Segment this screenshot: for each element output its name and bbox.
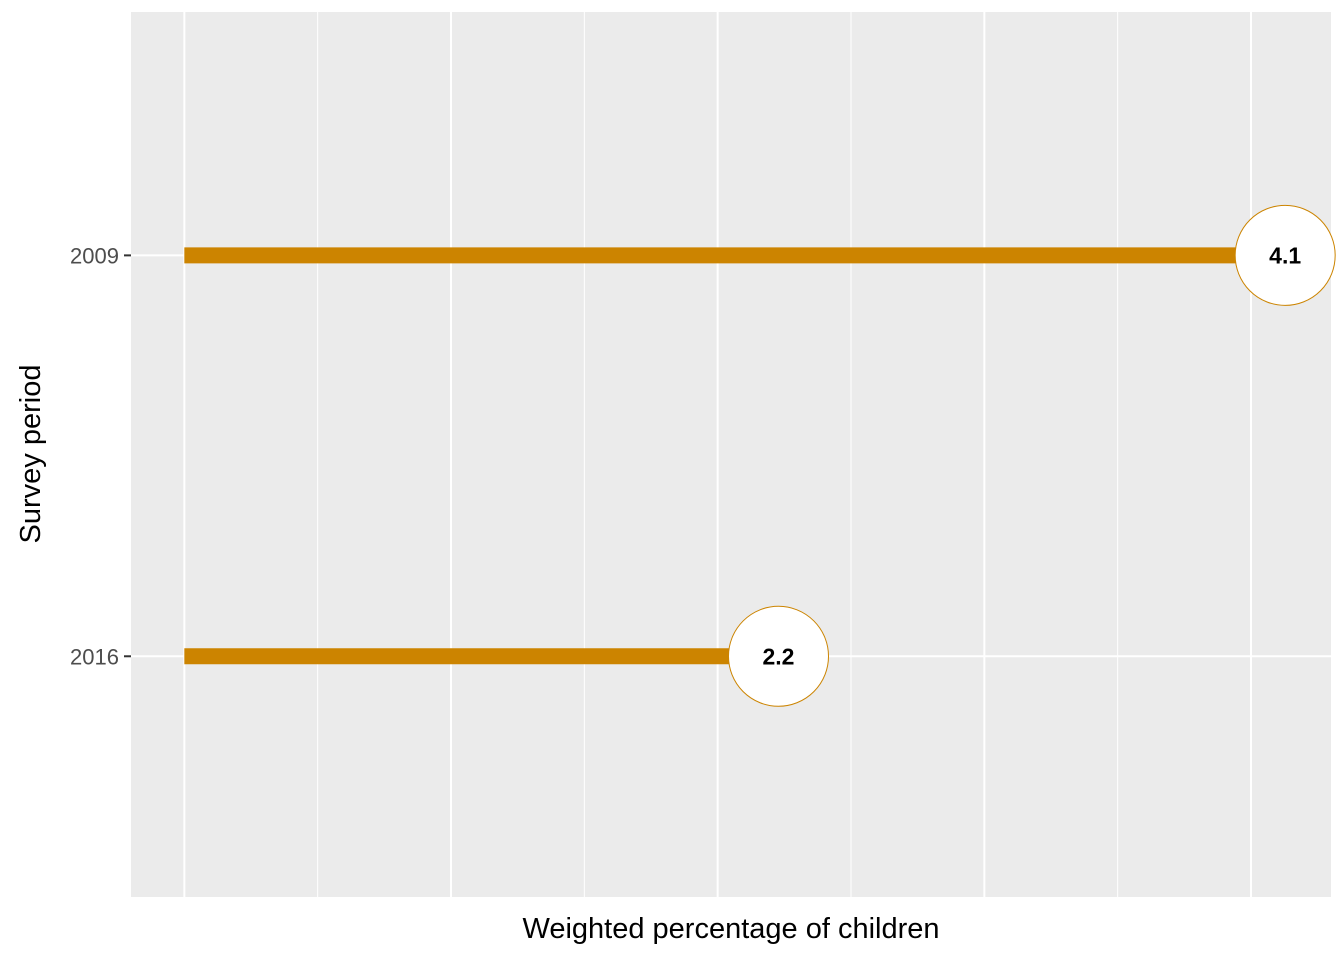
y-axis: 2009 2016: [70, 243, 131, 669]
value-point: [728, 605, 829, 707]
plot-marks: 4.1 2.2: [184, 204, 1336, 707]
y-axis-title: Survey period: [15, 365, 47, 544]
y-tick-label: 2016: [70, 644, 119, 669]
panel-background: [131, 12, 1331, 897]
data-label: 4.1: [1269, 242, 1301, 268]
x-axis-title: Weighted percentage of children: [522, 913, 939, 945]
data-label: 2.2: [763, 643, 795, 669]
y-tick-label: 2009: [70, 243, 119, 268]
value-point: [1234, 204, 1336, 306]
